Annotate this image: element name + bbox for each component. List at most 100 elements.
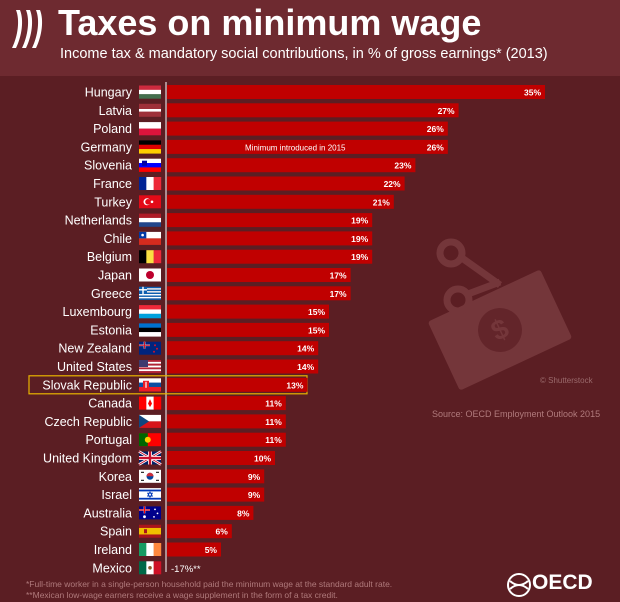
value-label: 26% (427, 142, 444, 152)
bar (167, 542, 221, 557)
poland-flag (139, 122, 161, 136)
value-label: 23% (394, 161, 411, 171)
bar (167, 524, 232, 539)
value-label: 19% (351, 234, 368, 244)
oecd-logo-text: OECD (532, 571, 593, 594)
category-label: Poland (93, 122, 132, 136)
category-label: Germany (81, 140, 133, 154)
header-band (0, 0, 620, 76)
united-states-flag (139, 360, 161, 374)
value-label: 5% (205, 545, 218, 555)
value-label: 17% (330, 289, 347, 299)
germany-flag (139, 140, 161, 154)
bar (167, 286, 351, 301)
bar (167, 158, 416, 173)
czech-republic-flag (139, 414, 161, 428)
bar (167, 414, 286, 429)
japan-flag (139, 268, 161, 282)
category-label: France (93, 177, 132, 191)
turkey-flag (139, 195, 161, 209)
united-kingdom-flag (138, 450, 162, 466)
watermark-text: © Shutterstock (540, 376, 593, 385)
value-label: 11% (265, 435, 282, 445)
value-label: 9% (248, 472, 261, 482)
category-label: Korea (99, 470, 132, 484)
ireland-flag (139, 543, 162, 556)
bar (167, 377, 308, 392)
bar (167, 213, 373, 228)
value-label: 19% (351, 216, 368, 226)
australia-flag (139, 506, 161, 520)
bar (167, 121, 448, 136)
value-label: 21% (373, 197, 390, 207)
category-label: Luxembourg (63, 305, 133, 319)
category-label: Belgium (87, 250, 132, 264)
bar (167, 396, 286, 411)
value-label: 6% (216, 527, 229, 537)
estonia-flag (139, 323, 161, 337)
bar (167, 341, 319, 356)
bar (167, 359, 319, 374)
value-label: -17%** (171, 564, 201, 575)
category-label: United Kingdom (43, 452, 132, 466)
value-label: 22% (384, 179, 401, 189)
bar (167, 322, 329, 337)
value-label: 9% (248, 490, 261, 500)
value-label: 15% (308, 325, 325, 335)
value-label: 14% (297, 362, 314, 372)
bar (167, 249, 373, 264)
value-label: 10% (254, 454, 271, 464)
category-label: Israel (101, 488, 132, 502)
category-label: Slovak Republic (42, 378, 132, 392)
category-label: Czech Republic (44, 415, 132, 429)
bar (167, 85, 545, 99)
category-label: Latvia (99, 104, 132, 118)
bar (167, 231, 373, 246)
category-label: Portugal (85, 433, 132, 447)
source-note: Source: OECD Employment Outlook 2015 (432, 409, 601, 419)
bar (167, 469, 265, 484)
slovak-republic-flag (139, 378, 161, 392)
oecd-globe-icon (507, 573, 531, 597)
greece-flag (139, 286, 161, 300)
bar (167, 103, 459, 118)
category-label: Greece (91, 287, 132, 301)
bar (167, 139, 448, 154)
oecd-stripes-icon (12, 10, 43, 48)
value-label: 19% (351, 252, 368, 262)
value-label: 11% (265, 399, 282, 409)
bar (167, 176, 405, 191)
category-label: Ireland (94, 543, 132, 557)
category-label: Slovenia (84, 159, 132, 173)
footnote: *Full-time worker in a single-person hou… (26, 579, 393, 589)
category-label: Chile (104, 232, 133, 246)
chile-flag (139, 231, 161, 245)
hungary-flag (139, 85, 161, 99)
scissors-money-icon: $ (428, 238, 572, 390)
bar (167, 304, 329, 319)
luxembourg-flag (139, 305, 161, 319)
category-label: Spain (100, 525, 132, 539)
value-label: 26% (427, 124, 444, 134)
category-label: Netherlands (65, 214, 132, 228)
footnote: **Mexican low-wage earners receive a wag… (26, 590, 338, 600)
bar (167, 451, 275, 465)
category-label: Hungary (85, 86, 133, 100)
latvia-flag (139, 103, 161, 117)
value-label: 35% (524, 88, 541, 98)
israel-flag (139, 488, 161, 502)
slovenia-flag (139, 158, 161, 172)
page-subtitle: Income tax & mandatory social contributi… (60, 46, 548, 62)
value-label: 15% (308, 307, 325, 317)
category-label: Turkey (94, 195, 132, 209)
category-label: Mexico (92, 561, 132, 575)
mexico-flag (139, 561, 162, 575)
canada-flag (139, 396, 162, 410)
value-label: 27% (438, 106, 455, 116)
category-label: Estonia (90, 323, 132, 337)
page-title: Taxes on minimum wage (58, 2, 482, 43)
category-label: Canada (88, 397, 132, 411)
category-label: New Zealand (58, 342, 132, 356)
bar (167, 194, 394, 209)
